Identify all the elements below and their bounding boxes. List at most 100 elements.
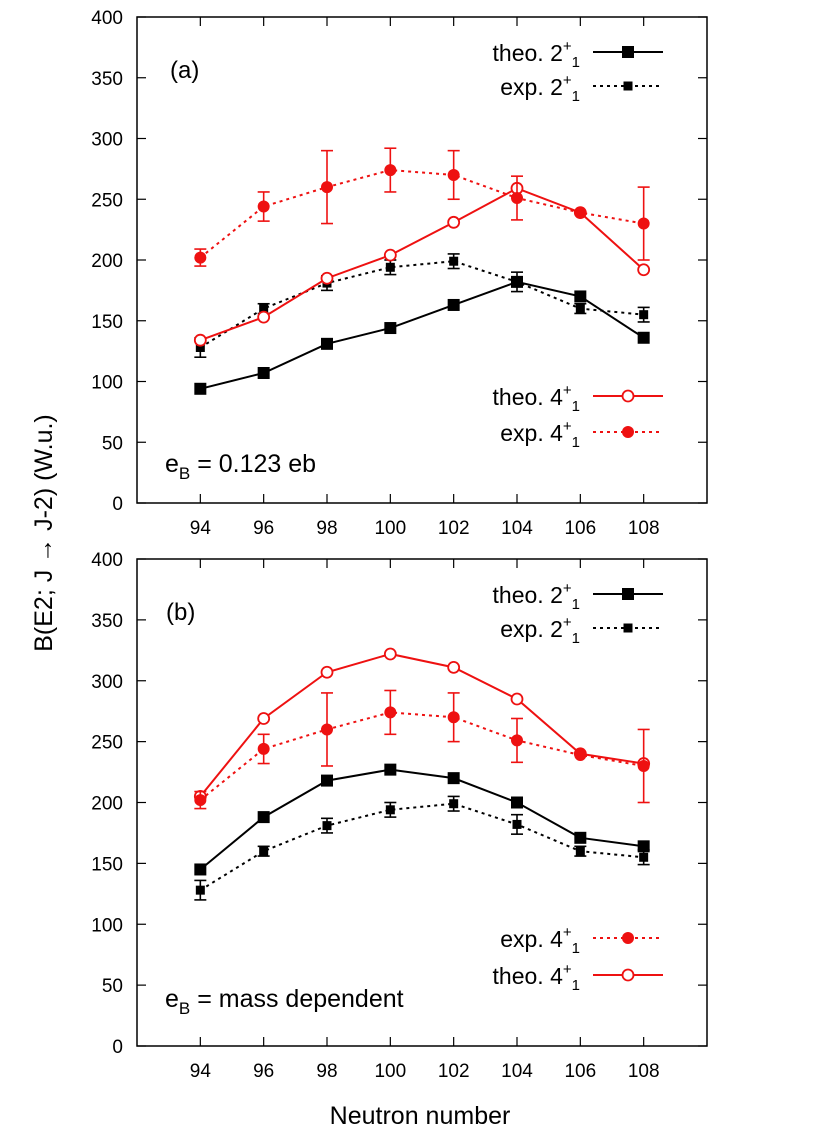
y-tick-label: 0 <box>112 494 123 515</box>
y-tick-label: 150 <box>91 312 123 333</box>
data-point-exp2 <box>385 262 395 272</box>
x-tick-label: 94 <box>190 518 212 539</box>
data-point-exp4 <box>447 711 460 724</box>
y-tick-label: 200 <box>91 251 123 272</box>
x-tick-label: 104 <box>501 1061 533 1082</box>
legend-entry-theo4: theo. 4+1 <box>493 961 663 994</box>
data-point-theo4 <box>383 647 397 661</box>
data-point-theo2 <box>574 831 587 844</box>
y-axis-label: B(E2; J → J-2) (W.u.) <box>30 414 58 652</box>
chart-panel-a: 0 50 100 150 200 250 300 350 400 94 96 98 100 102 104 1… <box>91 8 708 539</box>
legend-label-exp2: exp. 2+1 <box>500 72 580 105</box>
y-tick-label: 50 <box>102 433 123 454</box>
legend-marker-theo2 <box>622 46 634 58</box>
y-tick-label: 150 <box>91 854 123 875</box>
chart-panel-b: 0 50 100 150 200 250 300 350 400 94 96 98 100 102 104 1… <box>91 550 708 1082</box>
data-point-theo2 <box>257 366 270 379</box>
y-tick-label: 350 <box>91 69 123 90</box>
x-tick-label: 98 <box>316 518 337 539</box>
y-tick-label: 250 <box>91 190 123 211</box>
legend-marker-theo2 <box>622 588 634 600</box>
legend-marker-exp2 <box>623 81 633 91</box>
data-point-theo4 <box>320 665 334 679</box>
data-point-theo2 <box>384 763 397 776</box>
data-point-theo2 <box>511 796 523 809</box>
legend-entry-exp4: exp. 4+1 <box>500 924 663 957</box>
data-point-theo2 <box>321 337 333 350</box>
data-point-exp2 <box>449 799 459 809</box>
data-point-theo2 <box>574 290 587 303</box>
y-tick-label: 400 <box>91 8 123 29</box>
legend-entry-theo2: theo. 2+1 <box>493 38 663 71</box>
y-tick-label: 400 <box>91 550 123 571</box>
series-line-theo2 <box>199 768 644 871</box>
data-point-exp4 <box>637 217 650 230</box>
data-point-theo2 <box>447 298 460 311</box>
data-point-exp2 <box>639 852 649 862</box>
data-point-exp2 <box>449 256 459 266</box>
legend-entry-theo2: theo. 2+1 <box>493 580 663 613</box>
series-theo2 <box>194 275 650 395</box>
panel-label: (a) <box>170 57 199 84</box>
x-tick-label: 96 <box>253 518 274 539</box>
x-tick-label: 104 <box>501 518 533 539</box>
data-point-exp2 <box>639 310 649 320</box>
data-point-exp2 <box>259 304 269 314</box>
data-point-theo4 <box>447 215 461 229</box>
y-tick-label: 100 <box>91 373 123 394</box>
legend-marker-theo4 <box>621 968 635 982</box>
data-point-theo2 <box>637 331 650 344</box>
legend-label-exp4: exp. 4+1 <box>500 924 580 957</box>
data-point-exp2 <box>195 885 205 895</box>
data-point-exp4 <box>511 192 523 205</box>
data-point-exp4 <box>257 742 270 755</box>
panel-label: (b) <box>166 599 195 626</box>
plot-frame <box>136 16 708 504</box>
x-tick-label: 98 <box>316 1061 337 1082</box>
x-tick-label: 108 <box>628 1061 660 1082</box>
series-exp2 <box>194 253 650 359</box>
legend-entry-theo4: theo. 4+1 <box>493 382 663 415</box>
data-point-theo4 <box>510 692 524 706</box>
y-tick-label: 250 <box>91 733 123 754</box>
data-point-exp4 <box>574 749 587 762</box>
y-tick-label: 350 <box>91 611 123 632</box>
legend-marker-exp4 <box>622 932 634 944</box>
legend-marker-exp2 <box>623 623 633 633</box>
series-line-exp4 <box>199 711 644 801</box>
legend-label-exp2: exp. 2+1 <box>500 614 580 647</box>
legend-marker-exp4 <box>622 426 634 438</box>
data-point-exp4 <box>194 251 207 264</box>
legend-label-theo4: theo. 4+1 <box>493 382 580 415</box>
series-line-exp2 <box>199 260 644 349</box>
data-point-theo2 <box>447 772 460 785</box>
data-point-theo2 <box>384 322 397 335</box>
data-point-exp2 <box>575 304 585 314</box>
series-line-theo4 <box>199 652 644 798</box>
series-exp4 <box>194 147 650 267</box>
data-point-theo4 <box>637 263 651 277</box>
legend-marker-theo4 <box>621 389 635 403</box>
legend-entry-exp2: exp. 2+1 <box>500 614 663 647</box>
data-point-exp2 <box>512 819 522 829</box>
eb-annotation: eB = 0.123 eb <box>165 450 316 483</box>
data-point-exp2 <box>259 846 269 856</box>
data-point-exp4 <box>637 759 650 772</box>
x-axis-label: Neutron number <box>330 1102 511 1130</box>
data-point-exp4 <box>511 734 523 747</box>
data-point-theo4 <box>193 333 207 347</box>
x-tick-label: 106 <box>564 1061 596 1082</box>
data-point-theo2 <box>194 863 207 876</box>
x-tick-label: 106 <box>564 518 596 539</box>
data-point-exp4 <box>384 706 397 719</box>
y-tick-label: 0 <box>112 1037 123 1058</box>
data-point-exp2 <box>385 805 395 815</box>
data-point-exp4 <box>257 200 270 213</box>
data-point-exp4 <box>447 168 460 181</box>
series-line-exp2 <box>199 802 644 892</box>
data-point-theo2 <box>194 382 207 395</box>
series-line-theo2 <box>200 280 645 390</box>
data-point-exp2 <box>575 846 585 856</box>
x-tick-label: 100 <box>374 518 406 539</box>
data-point-exp2 <box>512 277 522 287</box>
